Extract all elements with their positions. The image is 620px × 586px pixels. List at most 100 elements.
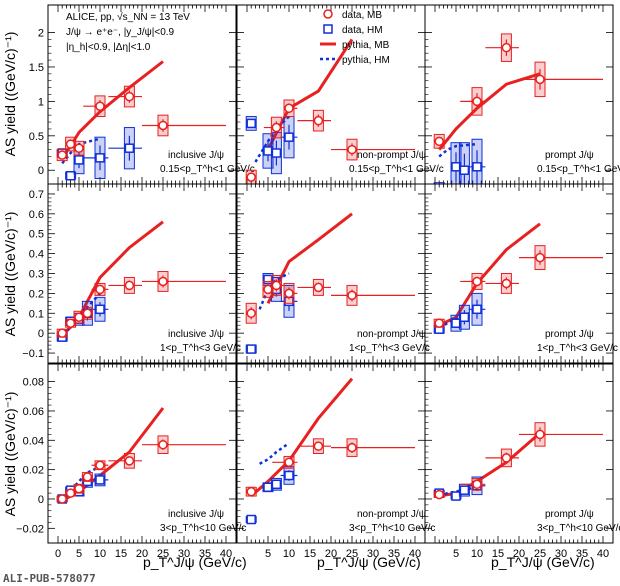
y-tick-label: 0.2 (29, 288, 44, 300)
y-tick-label: 0.5 (29, 131, 44, 143)
legend: data, MB data, HM pythia, MB pythia, HM (320, 9, 390, 66)
data-mb-point-marker (284, 103, 294, 114)
data-hm-point-marker (472, 304, 482, 315)
data-hm-point-marker (246, 514, 256, 525)
x-tick-label: 20 (325, 548, 337, 560)
data-mb-point-marker (535, 74, 545, 85)
panel-7: 5 10 15 20 25 30 35 40 non-prompt J/ψ 3<p_T^h<10 … (236, 363, 435, 560)
data-mb-point-marker (158, 439, 168, 450)
panel-0: 0 0.5 1 1.5 2 inclusive J/ψ 0.15<p_T^h<1 GeV/c (29, 4, 255, 185)
data-hm-point-sys-box (433, 182, 445, 184)
panel-species-label: non-prompt J/ψ (357, 329, 426, 340)
panel-4: non-prompt J/ψ 1<p_T^h<3 GeV/c (236, 183, 430, 364)
y-tick-label: 0.4 (29, 249, 44, 261)
x-axis-title-2: p_T^J/ψ (GeV/c) (491, 554, 595, 570)
data-mb-point-marker (65, 488, 76, 498)
pythia-mb-line (438, 72, 541, 151)
panel-plot-area (245, 212, 415, 354)
data-hm-point-marker (459, 485, 470, 495)
panel-pt-label: 3<p_T^h<10 GeV/c (349, 523, 435, 534)
panel-plot-area (56, 407, 226, 504)
y-tick-label: 0.7 (29, 189, 44, 201)
panel-pt-label: 1<p_T^h<3 GeV/c (160, 343, 241, 354)
panel-pt-label: 1<p_T^h<3 GeV/c (537, 343, 618, 354)
data-mb-point-marker (271, 122, 282, 133)
panel-plot-area (245, 377, 415, 525)
x-tick-label: 40 (220, 548, 232, 560)
y-axis-title-0: AS yield ((GeV/c)⁻¹) (2, 32, 18, 157)
x-tick-label: 20 (513, 548, 525, 560)
info-line-1: J/ψ → e⁺e⁻, |y_J/ψ|<0.9 (66, 27, 175, 38)
y-tick-label: 0 (38, 494, 44, 506)
panel-6: −0.02 0 0.02 0.04 0.06 0.08 0 5 10 15 20 25 30 35 40 in… (16, 363, 246, 560)
data-mb-point-marker (82, 472, 93, 482)
panel-plot-area (433, 33, 603, 184)
data-mb-point-marker (158, 120, 168, 131)
data-mb-point-marker (501, 42, 512, 53)
data-hm-point-marker (246, 118, 256, 129)
x-tick-label: 25 (534, 548, 546, 560)
info-line-0: ALICE, pp, √s_NN = 13 TeV (66, 11, 190, 23)
x-tick-label: 25 (157, 548, 169, 560)
x-tick-label: 0 (55, 548, 61, 560)
x-tick-label: 10 (283, 548, 295, 560)
y-tick-label: 0.04 (23, 435, 44, 447)
panel-plot-area (433, 222, 603, 334)
pythia-hm-line (254, 115, 290, 163)
info-line-2: |η_h|<0.9, |Δη|<1.0 (66, 42, 151, 53)
data-mb-point-marker (313, 115, 324, 126)
x-tick-label: 30 (178, 548, 190, 560)
y-tick-label: 0 (38, 165, 44, 177)
data-hm-point-marker (124, 143, 135, 153)
y-tick-label: 1.5 (29, 62, 44, 74)
y-tick-label: 0.5 (29, 229, 44, 241)
data-mb-point-marker (472, 276, 482, 287)
data-hm-point-marker (246, 344, 256, 354)
panel-species-label: inclusive J/ψ (168, 509, 224, 520)
x-tick-label: 35 (199, 548, 211, 560)
panel-species-label: prompt J/ψ (545, 150, 594, 161)
pythia-mb-line (250, 377, 354, 498)
panel-species-label: prompt J/ψ (545, 509, 594, 520)
x-axis-title-1: p_T^J/ψ (GeV/c) (317, 554, 421, 570)
data-mb-point-marker (57, 494, 67, 504)
data-mb-point-marker (472, 96, 482, 107)
x-tick-label: 15 (115, 548, 127, 560)
panel-pt-label: 3<p_T^h<10 GeV/c (537, 523, 620, 534)
legend-label: pythia, MB (342, 40, 390, 51)
y-tick-label: 0.02 (23, 465, 44, 477)
publication-tag: ALI-PUB-578077 (3, 572, 96, 585)
data-mb-point-marker (434, 489, 444, 500)
x-tick-label: 30 (367, 548, 379, 560)
y-tick-label: 0.3 (29, 269, 44, 281)
x-tick-label: 15 (492, 548, 504, 560)
data-mb-point-marker (472, 479, 482, 490)
data-mb-point-marker (246, 486, 256, 497)
panel-plot-area (56, 60, 226, 181)
data-mb-point-marker (347, 290, 357, 301)
x-tick-label: 35 (576, 548, 588, 560)
panel-species-label: inclusive J/ψ (168, 150, 224, 161)
data-mb-point-marker (65, 139, 76, 149)
pythia-mb-line (438, 222, 541, 327)
y-tick-label: 0.08 (23, 377, 44, 389)
data-hm-point-marker (451, 162, 461, 172)
data-hm-point-marker (459, 312, 470, 323)
panel-pt-label: 0.15<p_T^h<1 GeV/c (160, 164, 255, 175)
x-tick-label: 15 (304, 548, 316, 560)
x-tick-label: 35 (388, 548, 400, 560)
x-tick-label: 25 (346, 548, 358, 560)
data-hm-point-marker (284, 132, 294, 142)
y-tick-label: −0.1 (22, 348, 44, 360)
data-hm-point-marker (263, 274, 273, 285)
data-mb-point-marker (284, 457, 294, 468)
panel-2: prompt J/ψ 0.15<p_T^h<1 GeV/c (424, 4, 620, 185)
data-hm-point-marker (95, 475, 105, 485)
data-mb-point-marker (313, 282, 324, 293)
pythia-mb-line (438, 431, 541, 498)
data-hm-point-marker (451, 491, 461, 501)
data-hm-point-marker (263, 482, 273, 492)
data-mb-point-marker (74, 143, 84, 153)
panel-8: 5 10 15 20 25 30 35 40 prompt J/ψ 3<p_T^h<10 GeV/… (424, 363, 620, 560)
data-hm-point-marker (95, 304, 105, 315)
